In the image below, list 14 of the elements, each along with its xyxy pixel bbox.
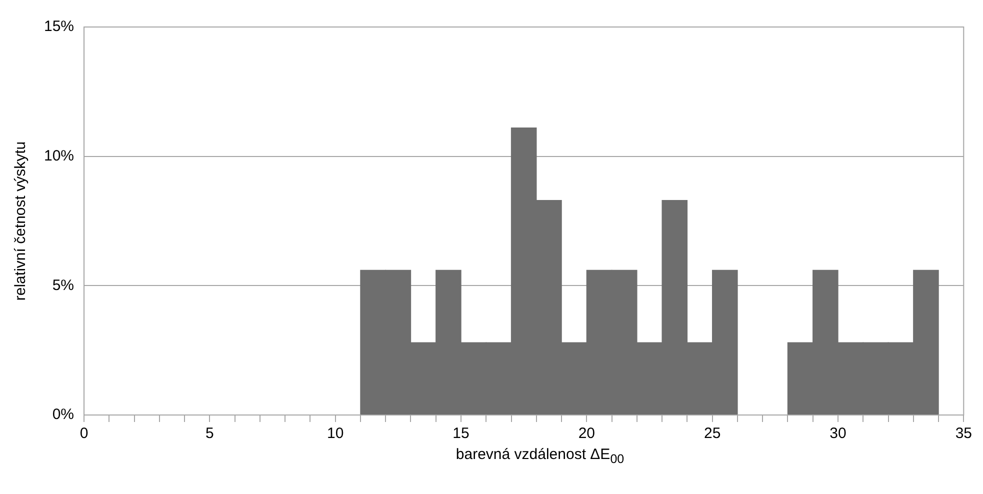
x-tick-label: 15 <box>452 425 470 442</box>
y-axis-title: relativní četnost výskytu <box>12 141 30 301</box>
y-tick-label: 0% <box>52 406 74 424</box>
y-tick-label: 5% <box>52 276 74 294</box>
x-tick-label: 10 <box>327 425 344 442</box>
x-tick-label: 30 <box>830 425 846 442</box>
x-axis-title: barevná vzdálenost ΔE$_{00}$ <box>454 446 626 466</box>
y-tick-label: 15% <box>44 18 74 36</box>
y-tick-label: 10% <box>44 147 74 164</box>
x-tick-label: 0 <box>80 425 88 442</box>
x-tick-label: 25 <box>704 425 721 442</box>
x-tick-label: 20 <box>578 425 596 442</box>
x-tick-label: 5 <box>206 425 214 442</box>
x-tick-label: 35 <box>955 425 972 442</box>
